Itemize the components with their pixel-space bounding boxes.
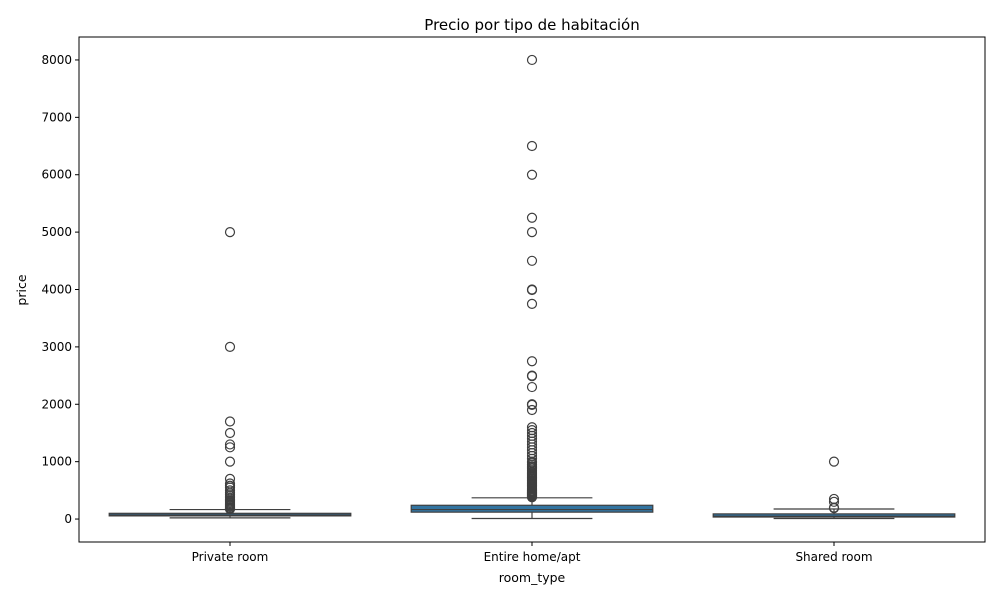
outlier-point [224,503,236,515]
box-group [108,227,352,519]
x-axis: Private room Entire home/apt Shared room [192,542,873,564]
outlier-point [526,284,538,296]
outlier-point [526,371,538,382]
outlier-point [526,298,538,309]
y-tick-label: 5000 [41,225,72,239]
outlier-point [224,227,236,238]
outlier-point [526,404,538,416]
outlier-point [526,492,538,503]
plot-area [108,54,956,520]
iqr-box [410,504,654,513]
outlier-point [224,439,236,450]
y-tick-label: 2000 [41,397,72,411]
outlier-point [828,456,840,467]
outlier-point [224,341,236,352]
y-tick-label: 4000 [41,283,72,297]
outlier-point [224,416,236,427]
outlier-point [526,255,538,266]
chart-title: Precio por tipo de habitación [424,16,639,34]
outlier-point [526,212,538,223]
y-tick-label: 6000 [41,168,72,182]
box-group [410,54,654,520]
y-tick-label: 1000 [41,455,72,469]
x-axis-label: room_type [499,570,566,585]
y-tick-label: 0 [64,512,72,526]
outlier-point [224,427,236,439]
outlier-point [526,140,538,152]
outlier-point [828,496,840,507]
y-tick-label: 7000 [41,110,72,124]
y-axis-label: price [14,274,29,305]
outlier-point [526,399,538,410]
outlier-point [526,227,538,238]
outlier-point [526,381,538,393]
x-tick-label: Private room [192,550,269,564]
y-tick-label: 3000 [41,340,72,354]
box-group [712,456,956,520]
outlier-point [526,54,538,66]
x-tick-label: Shared room [795,550,872,564]
outlier-point [224,442,236,453]
y-tick-label: 8000 [41,53,72,67]
x-tick-label: Entire home/apt [484,550,581,564]
outlier-point [526,169,538,180]
iqr-box [712,513,956,518]
outlier-point [526,356,538,367]
y-axis: 0 1000 2000 3000 4000 5000 6000 7000 8000 [41,53,79,526]
outlier-point [828,503,840,514]
outlier-point [224,456,236,467]
